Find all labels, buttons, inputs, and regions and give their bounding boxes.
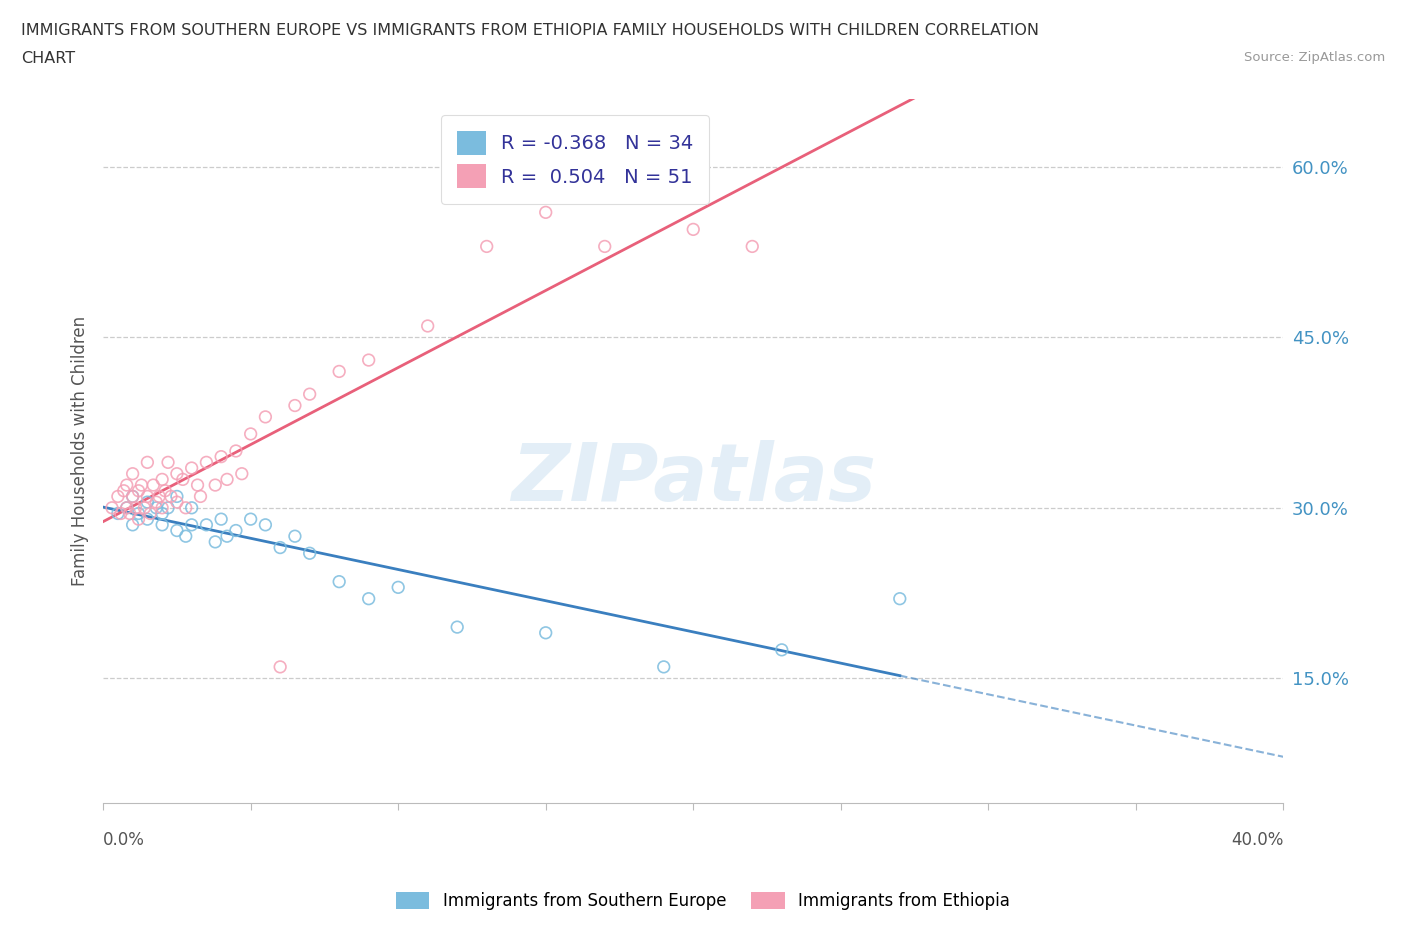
Point bbox=[231, 466, 253, 481]
Point bbox=[121, 466, 143, 481]
Point bbox=[150, 517, 173, 532]
Point bbox=[121, 489, 143, 504]
Text: ZIPatlas: ZIPatlas bbox=[510, 440, 876, 518]
Point bbox=[134, 500, 156, 515]
Point bbox=[446, 619, 468, 634]
Point bbox=[770, 643, 793, 658]
Point bbox=[166, 495, 188, 510]
Point bbox=[128, 484, 150, 498]
Point bbox=[534, 205, 557, 219]
Y-axis label: Family Households with Children: Family Households with Children bbox=[72, 316, 89, 586]
Point bbox=[157, 455, 180, 470]
Point bbox=[166, 523, 188, 538]
Point bbox=[357, 591, 380, 606]
Point bbox=[387, 580, 409, 595]
Point bbox=[136, 495, 159, 510]
Point bbox=[889, 591, 911, 606]
Point bbox=[110, 506, 132, 521]
Point bbox=[239, 512, 262, 526]
Point bbox=[128, 506, 150, 521]
Point bbox=[107, 506, 129, 521]
Point bbox=[180, 460, 202, 475]
Point bbox=[136, 489, 159, 504]
Point bbox=[652, 659, 675, 674]
Text: 40.0%: 40.0% bbox=[1232, 831, 1284, 849]
Point bbox=[136, 512, 159, 526]
Point bbox=[204, 478, 226, 493]
Point bbox=[157, 500, 180, 515]
Point bbox=[139, 506, 162, 521]
Text: CHART: CHART bbox=[21, 51, 75, 66]
Point bbox=[172, 472, 194, 486]
Point bbox=[121, 489, 143, 504]
Point bbox=[284, 529, 307, 544]
Point bbox=[269, 659, 291, 674]
Point bbox=[145, 495, 167, 510]
Point bbox=[187, 478, 209, 493]
Point bbox=[136, 455, 159, 470]
Point bbox=[328, 574, 350, 589]
Point bbox=[160, 489, 183, 504]
Point bbox=[190, 489, 212, 504]
Text: IMMIGRANTS FROM SOUTHERN EUROPE VS IMMIGRANTS FROM ETHIOPIA FAMILY HOUSEHOLDS WI: IMMIGRANTS FROM SOUTHERN EUROPE VS IMMIG… bbox=[21, 23, 1039, 38]
Point bbox=[150, 500, 173, 515]
Point bbox=[101, 500, 124, 515]
Point bbox=[166, 466, 188, 481]
Point bbox=[254, 409, 277, 424]
Point bbox=[115, 478, 138, 493]
Point bbox=[284, 398, 307, 413]
Point bbox=[115, 500, 138, 515]
Point bbox=[741, 239, 763, 254]
Point bbox=[142, 478, 165, 493]
Point bbox=[150, 472, 173, 486]
Point bbox=[215, 529, 238, 544]
Point bbox=[534, 625, 557, 640]
Point bbox=[593, 239, 616, 254]
Point bbox=[118, 506, 141, 521]
Point bbox=[298, 387, 321, 402]
Point bbox=[475, 239, 498, 254]
Point bbox=[254, 517, 277, 532]
Text: Source: ZipAtlas.com: Source: ZipAtlas.com bbox=[1244, 51, 1385, 64]
Point bbox=[195, 517, 218, 532]
Point bbox=[269, 540, 291, 555]
Point bbox=[215, 472, 238, 486]
Point bbox=[128, 512, 150, 526]
Point bbox=[112, 484, 135, 498]
Point bbox=[195, 455, 218, 470]
Legend: R = -0.368   N = 34, R =  0.504   N = 51: R = -0.368 N = 34, R = 0.504 N = 51 bbox=[441, 115, 709, 204]
Point bbox=[166, 489, 188, 504]
Point bbox=[121, 517, 143, 532]
Point bbox=[150, 506, 173, 521]
Point bbox=[174, 529, 197, 544]
Point bbox=[180, 500, 202, 515]
Point bbox=[298, 546, 321, 561]
Point bbox=[357, 352, 380, 367]
Point bbox=[416, 319, 439, 334]
Legend: Immigrants from Southern Europe, Immigrants from Ethiopia: Immigrants from Southern Europe, Immigra… bbox=[389, 885, 1017, 917]
Point bbox=[115, 500, 138, 515]
Point bbox=[328, 364, 350, 379]
Point bbox=[174, 500, 197, 515]
Point bbox=[145, 500, 167, 515]
Point bbox=[225, 444, 247, 458]
Point bbox=[204, 535, 226, 550]
Point bbox=[209, 449, 232, 464]
Point bbox=[107, 489, 129, 504]
Point bbox=[239, 427, 262, 442]
Point bbox=[682, 222, 704, 237]
Point bbox=[131, 478, 153, 493]
Point bbox=[153, 484, 176, 498]
Point bbox=[148, 489, 170, 504]
Text: 0.0%: 0.0% bbox=[103, 831, 145, 849]
Point bbox=[124, 500, 146, 515]
Point bbox=[209, 512, 232, 526]
Point bbox=[180, 517, 202, 532]
Point bbox=[225, 523, 247, 538]
